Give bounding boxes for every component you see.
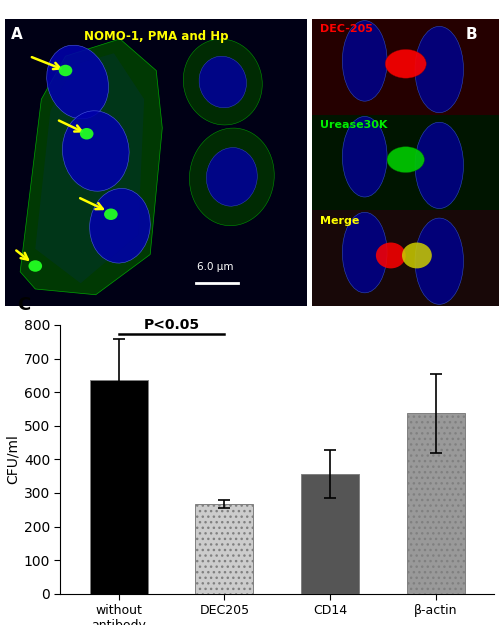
Ellipse shape bbox=[415, 122, 464, 209]
Ellipse shape bbox=[207, 148, 257, 206]
Text: 6.0 μm: 6.0 μm bbox=[197, 262, 233, 272]
Text: C: C bbox=[17, 296, 30, 314]
Bar bbox=[90, 381, 148, 594]
Text: NOMO-1, PMA and Hp: NOMO-1, PMA and Hp bbox=[84, 30, 228, 43]
Bar bbox=[312, 19, 499, 114]
Ellipse shape bbox=[415, 218, 464, 304]
Ellipse shape bbox=[183, 39, 262, 125]
Ellipse shape bbox=[62, 111, 129, 191]
Bar bbox=[312, 211, 499, 306]
Ellipse shape bbox=[104, 209, 117, 220]
Text: Merge: Merge bbox=[320, 216, 359, 226]
Ellipse shape bbox=[342, 213, 387, 293]
Ellipse shape bbox=[385, 49, 426, 78]
Ellipse shape bbox=[342, 21, 387, 101]
Ellipse shape bbox=[28, 260, 42, 272]
Ellipse shape bbox=[415, 26, 464, 112]
Ellipse shape bbox=[387, 147, 424, 173]
Ellipse shape bbox=[402, 242, 432, 268]
Ellipse shape bbox=[47, 45, 108, 119]
Ellipse shape bbox=[342, 116, 387, 197]
Bar bbox=[301, 474, 359, 594]
Ellipse shape bbox=[190, 128, 274, 226]
Text: P<0.05: P<0.05 bbox=[144, 318, 200, 332]
Polygon shape bbox=[20, 39, 162, 295]
Y-axis label: CFU/ml: CFU/ml bbox=[6, 434, 20, 484]
Ellipse shape bbox=[90, 188, 150, 263]
Polygon shape bbox=[35, 53, 144, 283]
Text: DEC-205: DEC-205 bbox=[320, 24, 373, 34]
Ellipse shape bbox=[376, 242, 406, 268]
Bar bbox=[407, 413, 465, 594]
Bar bbox=[312, 114, 499, 211]
Bar bbox=[195, 504, 254, 594]
Text: B: B bbox=[465, 28, 477, 43]
Ellipse shape bbox=[199, 56, 246, 108]
Ellipse shape bbox=[58, 65, 73, 76]
Text: A: A bbox=[11, 28, 23, 43]
Text: Urease30K: Urease30K bbox=[320, 121, 387, 131]
Ellipse shape bbox=[80, 128, 94, 139]
